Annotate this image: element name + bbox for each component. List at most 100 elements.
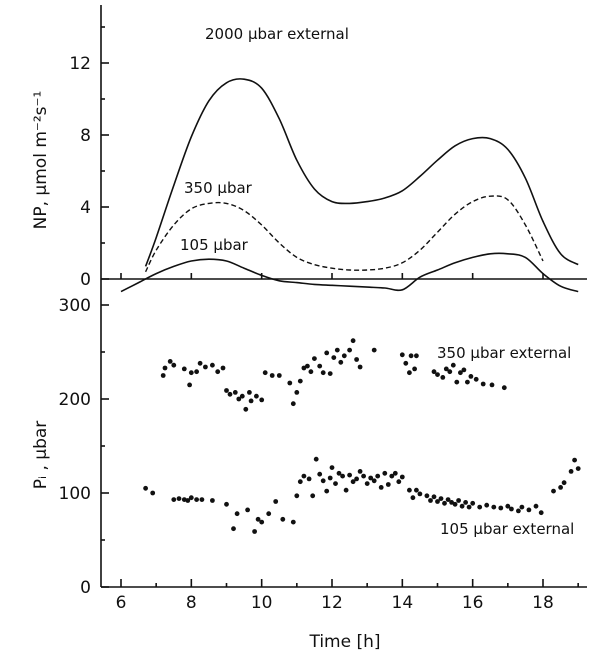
pi-point-series-0 xyxy=(203,364,208,370)
np-panel: 0 4 8 12 NP, µmol m⁻²s⁻¹ 2000 µbar external… xyxy=(31,5,587,587)
np-y-tick-label: 12 xyxy=(69,54,91,74)
pi-point-series-1 xyxy=(340,473,345,479)
pi-point-series-0 xyxy=(232,390,238,395)
pi-point-series-1 xyxy=(417,491,423,497)
pi-point-series-1 xyxy=(259,519,265,525)
pi-point-series-0 xyxy=(243,406,249,412)
pi-point-series-0 xyxy=(320,370,326,376)
pi-point-series-1 xyxy=(399,474,405,480)
annotation-350-ubar-external: 350 µbar external xyxy=(437,344,571,362)
pi-point-series-0 xyxy=(440,375,446,380)
pi-point-series-0 xyxy=(489,382,495,388)
pi-point-series-0 xyxy=(276,373,282,378)
pi-point-series-1 xyxy=(329,465,335,470)
np-y-tick-label: 0 xyxy=(80,270,91,290)
pi-point-series-1 xyxy=(324,488,330,494)
pi-point-series-1 xyxy=(306,476,312,482)
pi-point-series-0 xyxy=(287,380,293,386)
pi-point-series-0 xyxy=(239,393,245,399)
pi-point-series-1 xyxy=(194,497,200,502)
pi-point-series-1 xyxy=(424,493,430,499)
pi-point-series-1 xyxy=(484,502,490,508)
pi-point-series-0 xyxy=(220,365,226,371)
pi-point-series-1 xyxy=(294,493,300,499)
pi-point-series-1 xyxy=(533,503,539,509)
pi-point-series-1 xyxy=(280,516,286,522)
pi-point-series-1 xyxy=(414,487,419,493)
pi-point-series-1 xyxy=(336,470,342,476)
pi-point-series-1 xyxy=(255,516,261,522)
pi-point-series-1 xyxy=(245,507,251,513)
pi-point-series-1 xyxy=(442,500,447,506)
pi-point-series-0 xyxy=(357,364,363,370)
pi-point-series-1 xyxy=(505,503,511,509)
pi-point-series-1 xyxy=(452,501,458,507)
annotation-105-ubar: 105 µbar xyxy=(180,236,249,254)
np-y-tick-label: 4 xyxy=(80,198,91,218)
pi-point-series-1 xyxy=(364,481,370,486)
pi-point-series-1 xyxy=(477,504,483,510)
pi-point-series-1 xyxy=(347,472,352,478)
pi-point-series-0 xyxy=(331,355,337,360)
pi-point-series-1 xyxy=(389,473,395,479)
pi-point-series-1 xyxy=(368,475,374,481)
pi-point-series-1 xyxy=(410,495,416,501)
pi-point-series-1 xyxy=(551,488,556,494)
pi-point-series-1 xyxy=(572,457,577,463)
pi-point-series-0 xyxy=(187,382,193,388)
pi-point-series-0 xyxy=(317,363,323,369)
pi-point-series-1 xyxy=(273,499,279,504)
pi-point-series-0 xyxy=(403,360,409,366)
pi-point-series-1 xyxy=(199,497,205,502)
pi-point-series-1 xyxy=(438,496,444,501)
pi-point-series-1 xyxy=(459,503,465,509)
pi-point-series-1 xyxy=(449,500,454,505)
pi-point-series-1 xyxy=(350,479,356,485)
pi-point-series-1 xyxy=(327,475,333,481)
pi-point-series-0 xyxy=(224,388,229,393)
pi-point-series-1 xyxy=(396,479,402,485)
pi-point-series-1 xyxy=(210,498,215,503)
pi-point-series-1 xyxy=(558,485,563,490)
annotation-350-ubar: 350 µbar xyxy=(184,179,253,197)
pi-point-series-0 xyxy=(290,401,296,407)
pi-point-series-1 xyxy=(516,508,521,514)
pi-point-series-1 xyxy=(371,478,377,484)
pi-point-series-1 xyxy=(509,506,514,512)
pi-point-series-0 xyxy=(334,347,340,353)
pi-point-series-0 xyxy=(468,374,474,379)
pi-point-series-0 xyxy=(341,353,347,359)
pi-y-tick-label: 0 xyxy=(80,578,91,598)
pi-point-series-0 xyxy=(194,369,200,375)
pi-point-series-1 xyxy=(407,487,412,493)
x-tick-label: 10 xyxy=(251,593,273,613)
x-tick-label: 18 xyxy=(532,593,554,613)
pi-y-tick-label: 200 xyxy=(59,390,91,410)
pi-point-series-1 xyxy=(491,504,497,510)
pi-point-series-1 xyxy=(143,485,149,491)
pi-point-series-1 xyxy=(320,478,326,484)
np-y-axis-title: NP, µmol m⁻²s⁻¹ xyxy=(31,91,51,230)
x-tick-label: 8 xyxy=(186,593,197,613)
x-axis-title: Time [h] xyxy=(308,632,380,652)
pi-point-series-0 xyxy=(399,352,405,358)
pi-point-series-0 xyxy=(347,347,352,353)
x-tick-label: 14 xyxy=(392,593,414,613)
pi-point-series-0 xyxy=(408,353,414,359)
pi-point-series-0 xyxy=(305,363,310,369)
pi-point-series-0 xyxy=(215,369,221,375)
pi-point-series-0 xyxy=(338,359,344,365)
pi-point-series-0 xyxy=(327,371,333,376)
pi-point-series-1 xyxy=(498,505,504,511)
pi-point-series-1 xyxy=(313,456,319,462)
pi-point-series-1 xyxy=(231,526,236,532)
pi-point-series-1 xyxy=(188,495,194,501)
pi-point-series-0 xyxy=(312,356,317,361)
pi-point-series-1 xyxy=(301,473,307,479)
pi-point-series-0 xyxy=(443,366,449,372)
pi-point-series-1 xyxy=(361,473,366,479)
pi-point-series-0 xyxy=(414,353,419,359)
x-tick-label: 16 xyxy=(462,593,484,613)
pi-point-series-1 xyxy=(185,498,191,503)
pi-point-series-0 xyxy=(412,366,417,372)
